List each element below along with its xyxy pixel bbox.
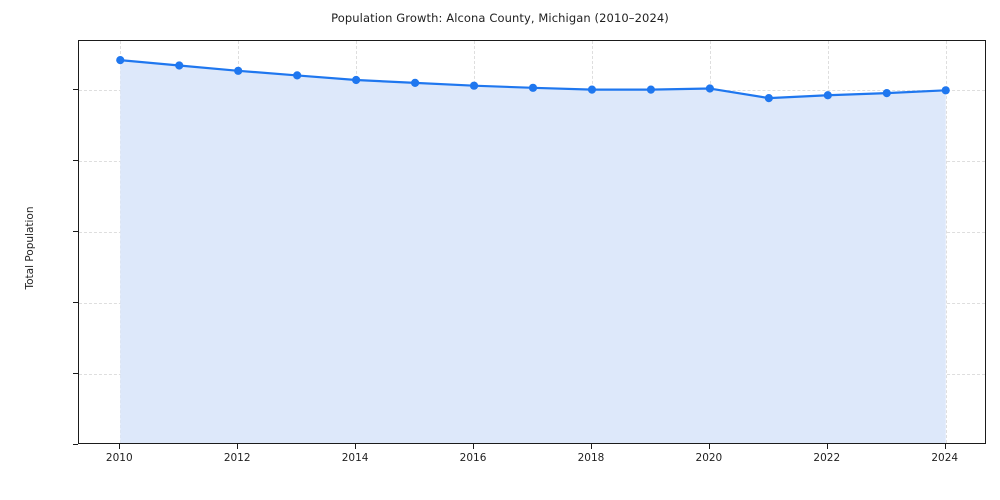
data-point-2021 [764,94,773,103]
x-tick-mark [708,444,710,449]
data-point-2013 [293,71,302,80]
y-tick-mark [73,373,78,375]
data-point-2024 [941,86,950,95]
data-point-2014 [352,75,361,85]
y-tick-mark [73,302,78,304]
data-point-2016 [469,81,479,90]
data-point-2020 [705,84,714,93]
x-tick-label: 2024 [931,452,959,464]
data-point-2012 [234,66,243,75]
data-point-2018 [587,85,597,94]
plot-area [78,40,986,444]
data-point-2015 [410,78,420,87]
x-tick-label: 2022 [813,452,841,464]
x-tick-mark [355,444,357,449]
x-tick-mark [119,444,121,449]
x-tick-label: 2020 [695,452,723,464]
data-point-2010 [116,56,125,65]
area-fill [120,60,946,443]
x-tick-mark [473,444,475,449]
data-point-2022 [823,91,832,100]
data-point-2019 [646,85,656,94]
data-point-2017 [528,83,538,92]
y-tick-mark [73,89,78,91]
x-tick-label: 2016 [459,452,487,464]
population-series [116,56,950,443]
data-point-2023 [882,89,891,98]
x-tick-mark [944,444,946,449]
x-tick-label: 2012 [223,452,251,464]
x-tick-mark [826,444,828,449]
x-tick-mark [590,444,592,449]
x-tick-label: 2010 [105,452,133,464]
y-tick-mark [73,231,78,233]
data-point-markers [116,56,950,103]
chart-title: Population Growth: Alcona County, Michig… [331,11,669,25]
x-tick-label: 2018 [577,452,605,464]
data-point-2011 [175,61,184,70]
x-tick-label: 2014 [341,452,369,464]
x-tick-mark [237,444,239,449]
y-tick-mark [73,160,78,162]
y-tick-mark [73,444,78,445]
